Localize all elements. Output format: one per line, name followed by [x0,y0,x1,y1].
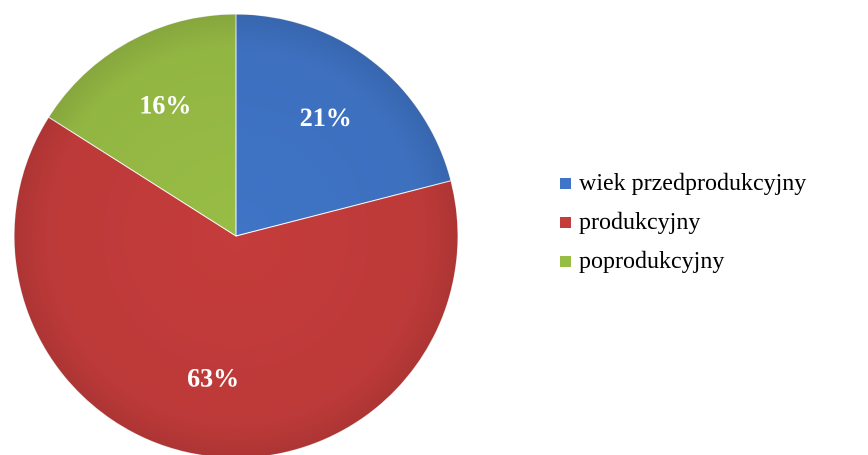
legend: wiek przedprodukcyjny produkcyjny poproduk… [560,168,806,285]
legend-label-produkcyjny: produkcyjny [579,208,701,235]
data-label-poprodukcyjny: 16% [139,91,191,120]
data-label-produkcyjny: 63% [187,364,239,393]
pie-data-labels: 21% 63% 16% [139,91,351,393]
legend-swatch-poprodukcyjny [560,255,571,267]
legend-item-poprodukcyjny: poprodukcyjny [560,246,806,276]
legend-swatch-produkcyjny [560,216,571,228]
legend-label-poprodukcyjny: poprodukcyjny [579,247,725,274]
legend-item-przedprodukcyjny: wiek przedprodukcyjny [560,168,806,198]
data-label-przedprodukcyjny: 21% [300,103,352,132]
legend-swatch-przedprodukcyjny [560,177,571,189]
legend-label-przedprodukcyjny: wiek przedprodukcyjny [579,169,807,196]
legend-item-produkcyjny: produkcyjny [560,207,806,237]
